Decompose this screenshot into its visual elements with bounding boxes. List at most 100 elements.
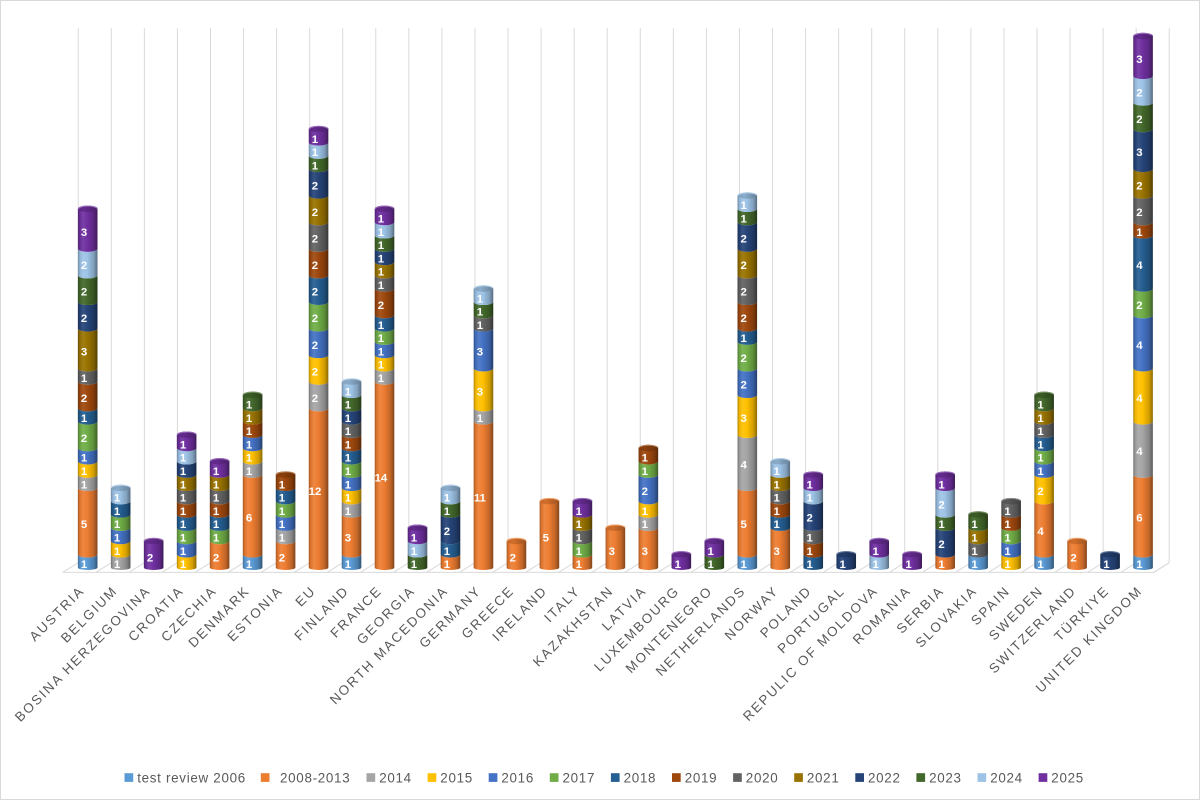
svg-text:1: 1 [180, 453, 187, 465]
svg-text:1: 1 [378, 214, 385, 226]
svg-text:3: 3 [81, 227, 87, 239]
svg-text:1: 1 [1136, 559, 1143, 571]
svg-text:1: 1 [774, 493, 781, 505]
svg-text:2: 2 [312, 207, 318, 219]
svg-text:1: 1 [81, 466, 88, 478]
svg-text:1: 1 [180, 519, 187, 531]
svg-text:1: 1 [213, 493, 220, 505]
svg-text:2: 2 [312, 260, 318, 272]
svg-text:1: 1 [1004, 559, 1011, 571]
svg-text:11: 11 [474, 493, 487, 505]
svg-text:3: 3 [609, 546, 615, 558]
svg-text:1: 1 [246, 453, 253, 465]
svg-text:1: 1 [477, 307, 484, 319]
svg-text:2: 2 [741, 287, 747, 299]
svg-text:4: 4 [1136, 340, 1143, 352]
svg-text:1: 1 [81, 413, 88, 425]
svg-text:1: 1 [741, 559, 748, 571]
svg-text:2015: 2015 [440, 770, 473, 785]
svg-text:2: 2 [741, 313, 747, 325]
svg-text:2: 2 [938, 539, 944, 551]
svg-text:2: 2 [938, 499, 944, 511]
svg-text:2017: 2017 [563, 770, 596, 785]
svg-text:1: 1 [1103, 559, 1110, 571]
svg-text:1: 1 [1004, 519, 1011, 531]
svg-text:2: 2 [510, 552, 516, 564]
svg-text:14: 14 [375, 473, 388, 485]
svg-text:1: 1 [345, 439, 352, 451]
svg-text:1: 1 [180, 559, 187, 571]
svg-text:1: 1 [477, 320, 484, 332]
svg-text:1: 1 [477, 413, 484, 425]
svg-text:1: 1 [114, 532, 121, 544]
svg-text:1: 1 [971, 546, 978, 558]
svg-text:1: 1 [938, 519, 945, 531]
svg-text:1: 1 [1037, 413, 1044, 425]
svg-text:2: 2 [81, 393, 87, 405]
svg-text:1: 1 [774, 506, 781, 518]
svg-text:5: 5 [741, 519, 748, 531]
svg-text:1: 1 [345, 479, 352, 491]
svg-text:2: 2 [1070, 552, 1076, 564]
svg-text:2: 2 [312, 393, 318, 405]
svg-text:2: 2 [147, 552, 153, 564]
svg-text:1: 1 [444, 559, 451, 571]
svg-text:1: 1 [180, 506, 187, 518]
svg-text:1: 1 [905, 559, 912, 571]
svg-text:test review 2006: test review 2006 [137, 770, 246, 785]
svg-text:1: 1 [576, 532, 583, 544]
svg-text:1: 1 [345, 466, 352, 478]
svg-text:1: 1 [576, 506, 583, 518]
svg-text:1: 1 [345, 453, 352, 465]
svg-text:1: 1 [345, 400, 352, 412]
svg-text:1: 1 [576, 519, 583, 531]
svg-text:2: 2 [81, 260, 87, 272]
svg-text:12: 12 [309, 486, 322, 498]
svg-text:1: 1 [279, 479, 286, 491]
svg-text:1: 1 [642, 453, 649, 465]
svg-text:3: 3 [1136, 54, 1142, 66]
svg-text:2: 2 [1136, 207, 1142, 219]
svg-text:1: 1 [279, 532, 286, 544]
svg-text:1: 1 [312, 134, 319, 146]
svg-text:3: 3 [741, 413, 747, 425]
svg-text:2: 2 [1037, 486, 1043, 498]
svg-text:1: 1 [741, 214, 748, 226]
svg-text:1: 1 [411, 546, 418, 558]
svg-text:1: 1 [345, 426, 352, 438]
svg-text:6: 6 [246, 513, 252, 525]
svg-text:1: 1 [708, 546, 715, 558]
svg-text:2020: 2020 [746, 770, 779, 785]
svg-text:4: 4 [1136, 446, 1143, 458]
svg-text:2024: 2024 [990, 770, 1023, 785]
svg-text:1: 1 [708, 559, 715, 571]
svg-text:4: 4 [1136, 260, 1143, 272]
svg-text:1: 1 [246, 426, 253, 438]
svg-text:1: 1 [1004, 546, 1011, 558]
svg-text:1: 1 [246, 413, 253, 425]
svg-text:3: 3 [477, 386, 483, 398]
svg-text:1: 1 [1136, 227, 1143, 239]
svg-text:2: 2 [1136, 300, 1142, 312]
svg-text:2: 2 [642, 486, 648, 498]
svg-text:4: 4 [1037, 526, 1044, 538]
svg-text:1: 1 [1037, 439, 1044, 451]
svg-text:2: 2 [312, 366, 318, 378]
svg-text:2008-2013: 2008-2013 [280, 770, 350, 785]
svg-text:1: 1 [246, 439, 253, 451]
svg-text:1: 1 [444, 506, 451, 518]
svg-text:2: 2 [81, 433, 87, 445]
svg-text:1: 1 [642, 506, 649, 518]
svg-text:2: 2 [81, 313, 87, 325]
svg-text:1: 1 [180, 532, 187, 544]
svg-text:1: 1 [1037, 466, 1044, 478]
svg-text:1: 1 [345, 506, 352, 518]
svg-text:1: 1 [872, 559, 879, 571]
svg-text:1: 1 [971, 532, 978, 544]
svg-text:1: 1 [246, 559, 253, 571]
svg-text:6: 6 [1136, 513, 1142, 525]
svg-text:1: 1 [279, 493, 286, 505]
svg-text:1: 1 [938, 479, 945, 491]
svg-text:1: 1 [312, 147, 319, 159]
svg-text:2: 2 [312, 233, 318, 245]
